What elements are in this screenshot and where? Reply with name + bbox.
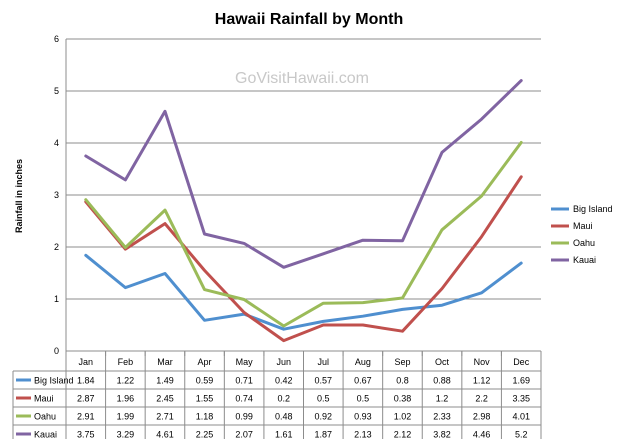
table-cell: 0.93: [354, 412, 372, 422]
table-cell: 0.92: [315, 412, 333, 422]
table-cell: 1.61: [275, 430, 293, 439]
table-cell: 1.2: [436, 394, 449, 404]
table-cell: 0.2: [277, 394, 290, 404]
x-tick-label: May: [236, 357, 254, 367]
table-row-label: Oahu: [34, 412, 56, 422]
watermark: GoVisitHawaii.com: [235, 70, 369, 87]
table-cell: 1.55: [196, 394, 214, 404]
table-row-label: Big Island: [34, 376, 74, 386]
table-cell: 1.22: [117, 376, 135, 386]
y-tick-label: 2: [54, 242, 59, 252]
table-cell: 0.67: [354, 376, 372, 386]
table-cell: 1.02: [394, 412, 412, 422]
table-cell: 2.91: [77, 412, 95, 422]
table-cell: 0.38: [394, 394, 412, 404]
table-cell: 2.71: [156, 412, 174, 422]
table-cell: 1.96: [117, 394, 135, 404]
table-cell: 0.5: [357, 394, 370, 404]
table-cell: 0.88: [433, 376, 451, 386]
series-line-maui: [84, 175, 523, 343]
x-tick-label: Sep: [394, 357, 410, 367]
x-tick-label: Jan: [79, 357, 94, 367]
table-cell: 3.35: [512, 394, 530, 404]
table-cell: 0.71: [235, 376, 253, 386]
series-lines: [84, 79, 523, 343]
table-cell: 1.18: [196, 412, 214, 422]
table-cell: 2.87: [77, 394, 95, 404]
series-line-big-island: [84, 253, 523, 331]
y-tick-label: 6: [54, 34, 59, 44]
x-tick-label: Aug: [355, 357, 371, 367]
table-cell: 0.59: [196, 376, 214, 386]
x-tick-label: Dec: [513, 357, 530, 367]
table-row-label: Kauai: [34, 430, 57, 439]
table-cell: 5.2: [515, 430, 528, 439]
table-cell: 0.8: [396, 376, 409, 386]
table-cell: 2.13: [354, 430, 372, 439]
x-tick-label: Apr: [198, 357, 212, 367]
y-tick-label: 0: [54, 346, 59, 356]
x-tick-label: Feb: [118, 357, 134, 367]
data-table: Jan Feb Mar Apr May Jun Jul Aug Sep Oct Nov Dec Big …: [12, 351, 542, 439]
table-cell: 0.42: [275, 376, 293, 386]
table-cell: 0.5: [317, 394, 330, 404]
y-tick-label: 5: [54, 86, 59, 96]
legend-label: Big Island: [573, 204, 613, 214]
table-cell: 2.33: [433, 412, 451, 422]
table-cell: 0.74: [235, 394, 253, 404]
series-line-kauai: [84, 79, 523, 269]
y-tick-label: 1: [54, 294, 59, 304]
table-cell: 4.61: [156, 430, 174, 439]
table-cell: 3.75: [77, 430, 95, 439]
table-cell: 2.25: [196, 430, 214, 439]
table-cell: 1.84: [77, 376, 95, 386]
table-cell: 0.99: [235, 412, 253, 422]
legend-label: Maui: [573, 221, 593, 231]
legend-label: Oahu: [573, 238, 595, 248]
x-tick-label: Oct: [435, 357, 450, 367]
table-row-label: Maui: [34, 394, 54, 404]
legend: Big Island Maui Oahu Kauai: [551, 204, 613, 265]
table-cell: 0.57: [315, 376, 333, 386]
legend-label: Kauai: [573, 255, 596, 265]
x-tick-label: Nov: [474, 357, 491, 367]
table-cell: 4.01: [512, 412, 530, 422]
x-tick-label: Jul: [318, 357, 330, 367]
table-cell: 2.2: [475, 394, 488, 404]
table-cell: 3.82: [433, 430, 451, 439]
chart-title: Hawaii Rainfall by Month: [215, 11, 403, 28]
table-cell: 3.29: [117, 430, 135, 439]
table-cell: 1.12: [473, 376, 491, 386]
table-cell: 2.45: [156, 394, 174, 404]
table-cell: 0.48: [275, 412, 293, 422]
x-tick-label: Mar: [157, 357, 173, 367]
y-axis-label: Rainfall in inches: [14, 159, 24, 233]
table-cell: 2.12: [394, 430, 412, 439]
x-tick-label: Jun: [276, 357, 291, 367]
table-cell: 1.69: [512, 376, 530, 386]
table-cell: 1.87: [315, 430, 333, 439]
series-line-oahu: [84, 141, 523, 328]
table-cell: 1.99: [117, 412, 135, 422]
y-tick-label: 3: [54, 190, 59, 200]
table-cell: 2.07: [235, 430, 253, 439]
table-cell: 4.46: [473, 430, 491, 439]
table-cell: 1.49: [156, 376, 174, 386]
y-tick-label: 4: [54, 138, 59, 148]
table-cell: 2.98: [473, 412, 491, 422]
